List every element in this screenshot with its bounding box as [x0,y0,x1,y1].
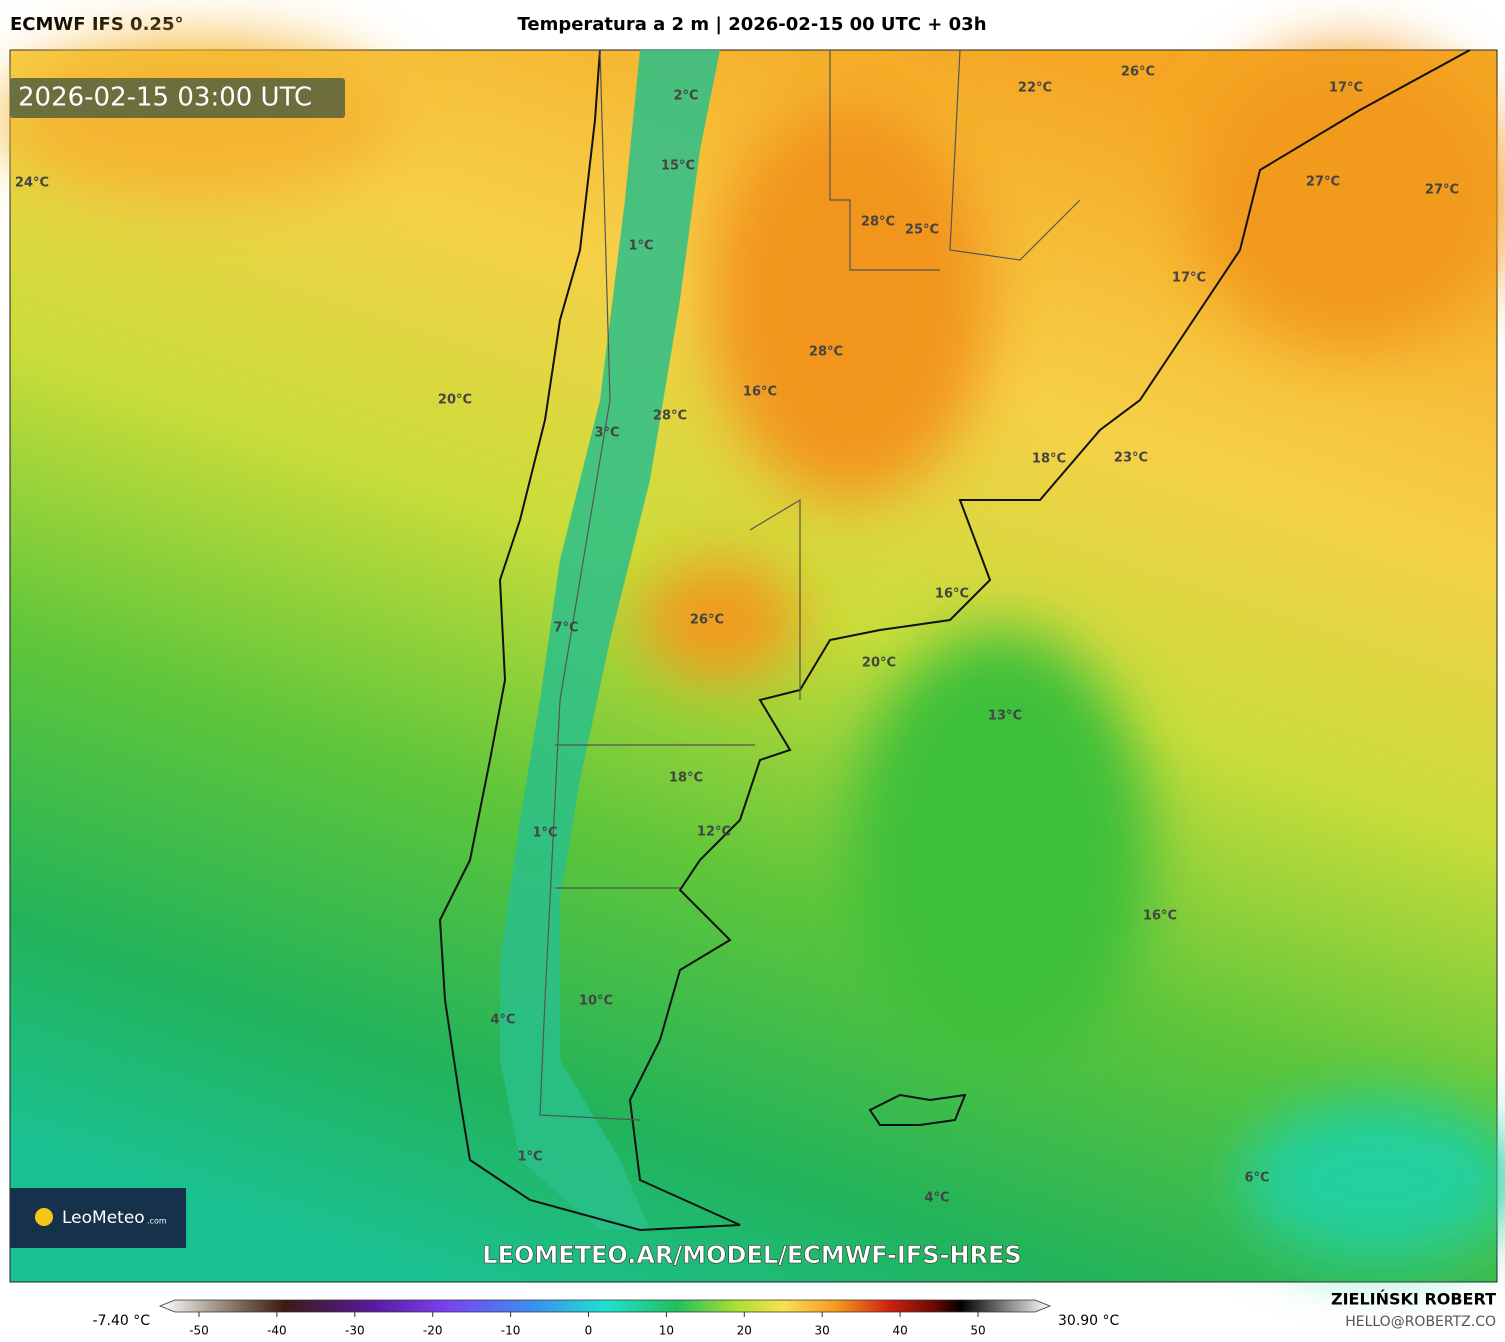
timestamp: 2026-02-15 03:00 UTC [18,83,312,113]
colorbar-tick-label: 30 [815,1324,830,1338]
falkland-islands [868,1093,967,1126]
colorbar-tick-label: 40 [892,1324,907,1338]
colorbar-tick-label: 50 [970,1324,985,1338]
temperature-label: 23°C [1114,451,1148,466]
temperature-label: 18°C [669,771,703,786]
logo-name: LeoMeteo [62,1208,145,1228]
timestamp-box [10,78,345,118]
temperature-label: 2°C [673,89,698,104]
temperature-label: 6°C [1244,1171,1269,1186]
coastline [438,49,1471,1232]
temperature-label: 16°C [935,587,969,602]
colorbar-tick-label: 20 [737,1324,752,1338]
temperature-label: 28°C [809,345,843,360]
temperature-label: 1°C [517,1150,542,1165]
colorbar-tick-label: -10 [501,1324,521,1338]
temperature-label: 4°C [924,1191,949,1206]
colorbar-max: 30.90 °C [1058,1313,1120,1329]
temperature-label: 7°C [553,621,578,636]
temperature-label: 27°C [1306,175,1340,190]
temperature-label: 18°C [1032,452,1066,467]
model-title: ECMWF IFS 0.25° [10,14,183,35]
colorbar-min: -7.40 °C [93,1313,151,1329]
colorbar-tick-label: 0 [585,1324,593,1338]
map-title: Temperatura a 2 m | 2026-02-15 00 UTC + … [517,14,986,35]
colorbar-tick-label: -30 [345,1324,365,1338]
colorbar-tick-label: -40 [267,1324,287,1338]
borders [539,49,1081,1121]
credit-email: HELLO@ROBERTZ.CO [1345,1314,1496,1330]
temperature-label: 1°C [532,826,557,841]
andes-cold-band [500,50,720,1230]
temperature-label: 4°C [490,1013,515,1028]
source-url: LEOMETEO.AR/MODEL/ECMWF-IFS-HRES [482,1241,1021,1269]
temperature-label: 28°C [861,215,895,230]
colorbar-tick-label: -50 [189,1324,209,1338]
temperature-label: 15°C [661,159,695,174]
logo-suffix: .com [147,1217,167,1226]
temperature-label: 17°C [1329,81,1363,96]
temperature-label: 3°C [594,426,619,441]
temperature-label: 1°C [628,239,653,254]
logo-sun [35,1208,53,1226]
temperature-label: 22°C [1018,81,1052,96]
temperature-label: 17°C [1172,271,1206,286]
temperature-label: 26°C [1121,65,1155,80]
temperature-label: 16°C [1143,909,1177,924]
temperature-label: 12°C [697,825,731,840]
colorbar-tick-label: 10 [659,1324,674,1338]
temperature-label: 13°C [988,709,1022,724]
temperature-labels: 24°C 2°C 15°C 26°C 22°C 17°C 27°C 27°C 28°C 25°C 1… [15,65,1459,1206]
temperature-label: 24°C [15,176,49,191]
temperature-label: 27°C [1425,183,1459,198]
colorbar-tick-label: -20 [423,1324,443,1338]
temperature-label: 16°C [743,385,777,400]
temperature-label: 10°C [579,994,613,1009]
colorbar: -7.40 °C 30.90 °C -50 -40 -30 -20 -10 0 10 20 30… [93,1299,1120,1338]
map: 24°C 2°C 15°C 26°C 22°C 17°C 27°C 27°C 28°C 25°C 1… [0,40,1505,1283]
colorbar-ramp [158,1299,1052,1313]
temperature-label: 20°C [438,393,472,408]
credit-name: ZIELIŃSKI ROBERT [1331,1290,1496,1309]
temperature-label: 26°C [690,613,724,628]
temperature-label: 20°C [862,656,896,671]
temperature-label: 28°C [653,409,687,424]
temperature-label: 25°C [905,223,939,238]
